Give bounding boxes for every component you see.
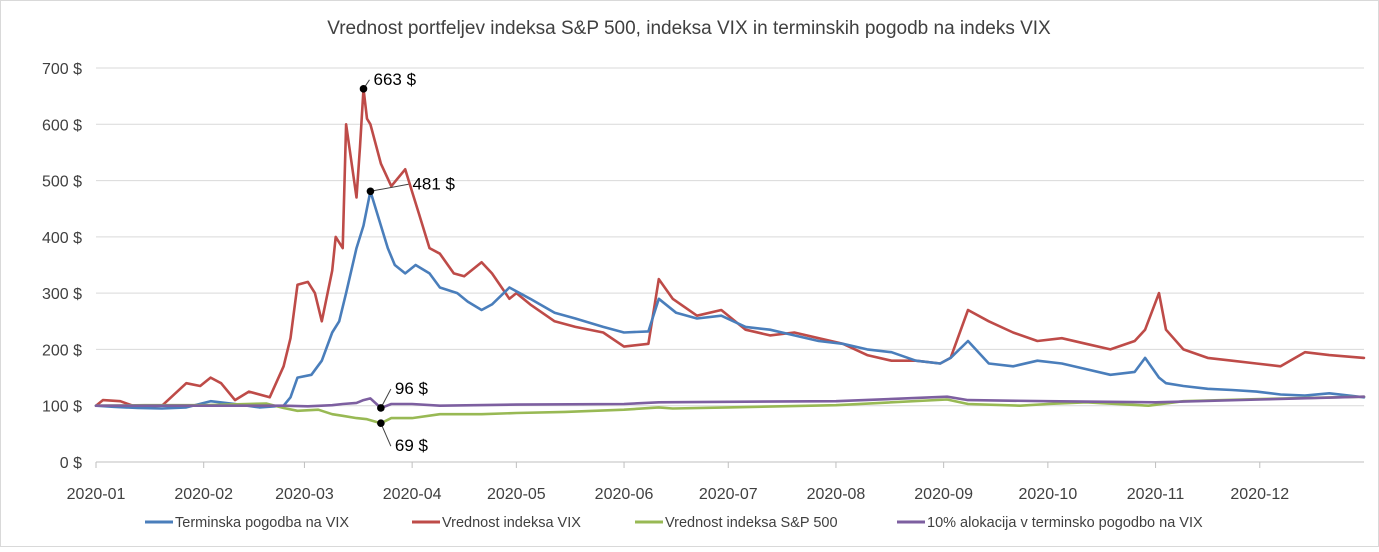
series-line-1	[94, 87, 1366, 409]
annotations: 663 $ 481 $ 96 $ 69 $	[359, 70, 456, 455]
x-tick-label: 2020-07	[699, 486, 758, 503]
legend-label: Vrednost indeksa S&P 500	[665, 515, 838, 531]
annotation-point	[377, 404, 385, 412]
y-axis: 0 $ 100 $ 200 $ 300 $ 400 $ 500 $ 600 $ 700 $	[42, 61, 82, 472]
y-tick-label: 500 $	[42, 174, 82, 191]
series-line-3	[94, 395, 1366, 410]
y-tick-label: 300 $	[42, 286, 82, 303]
annotation-label: 663 $	[373, 70, 416, 89]
y-tick-label: 400 $	[42, 230, 82, 247]
x-tick-label: 2020-10	[1019, 486, 1078, 503]
series-line-2	[94, 395, 1366, 425]
x-tick-label: 2020-06	[595, 486, 654, 503]
y-tick-label: 100 $	[42, 399, 82, 416]
annotation-label: 481 $	[412, 174, 455, 193]
annotation-leader	[370, 183, 409, 192]
annotation-leader	[380, 422, 392, 447]
x-tick-label: 2020-01	[67, 486, 126, 503]
annotation-point	[377, 419, 385, 427]
gridlines	[96, 67, 1364, 407]
legend-label: Terminska pogodba na VIX	[175, 515, 349, 531]
x-tick-label: 2020-11	[1127, 486, 1185, 503]
y-tick-label: 600 $	[42, 117, 82, 134]
x-tick-label: 2020-08	[807, 486, 866, 503]
y-tick-label: 0 $	[60, 455, 82, 472]
annotation-label: 69 $	[395, 436, 429, 455]
x-tick-label: 2020-03	[275, 486, 334, 503]
series-line-0	[94, 190, 1366, 410]
x-axis: 2020-01 2020-02 2020-03 2020-04 2020-05 2020-…	[67, 461, 1364, 503]
x-tick-label: 2020-09	[914, 486, 973, 503]
x-tick-label: 2020-04	[383, 486, 442, 503]
x-tick-label: 2020-05	[487, 486, 546, 503]
x-tick-label: 2020-12	[1230, 486, 1289, 503]
legend-label: Vrednost indeksa VIX	[442, 515, 581, 531]
annotation-point	[366, 187, 375, 196]
y-tick-label: 200 $	[42, 342, 82, 359]
annotation-point	[359, 85, 368, 93]
y-tick-label: 700 $	[42, 61, 82, 78]
x-tick-label: 2020-02	[174, 486, 233, 503]
series-group	[94, 87, 1366, 425]
annotation-label: 96 $	[395, 379, 429, 398]
chart-title: Vrednost portfeljev indeksa S&P 500, ind…	[327, 18, 1051, 39]
legend: Terminska pogodba na VIX Vrednost indeksa…	[145, 515, 1203, 531]
legend-label: 10% alokacija v terminsko pogodbo na VIX	[927, 515, 1203, 531]
